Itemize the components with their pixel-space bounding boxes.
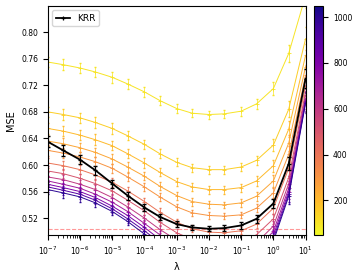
KRR bbox=[175, 222, 179, 226]
KRR bbox=[222, 227, 227, 230]
KRR bbox=[126, 194, 130, 197]
Y-axis label: MSE: MSE bbox=[6, 110, 15, 131]
KRR bbox=[93, 169, 98, 172]
KRR bbox=[254, 217, 258, 220]
KRR bbox=[158, 215, 162, 219]
KRR bbox=[78, 158, 82, 161]
KRR bbox=[271, 202, 276, 205]
KRR bbox=[142, 206, 147, 209]
KRR bbox=[239, 224, 243, 227]
KRR bbox=[46, 140, 50, 143]
Line: KRR: KRR bbox=[46, 76, 308, 231]
KRR bbox=[110, 182, 115, 185]
Legend: KRR: KRR bbox=[52, 10, 99, 26]
KRR bbox=[304, 77, 308, 80]
X-axis label: λ: λ bbox=[174, 262, 180, 272]
KRR bbox=[286, 162, 291, 165]
KRR bbox=[190, 226, 194, 229]
KRR bbox=[207, 227, 211, 230]
KRR bbox=[61, 149, 66, 152]
